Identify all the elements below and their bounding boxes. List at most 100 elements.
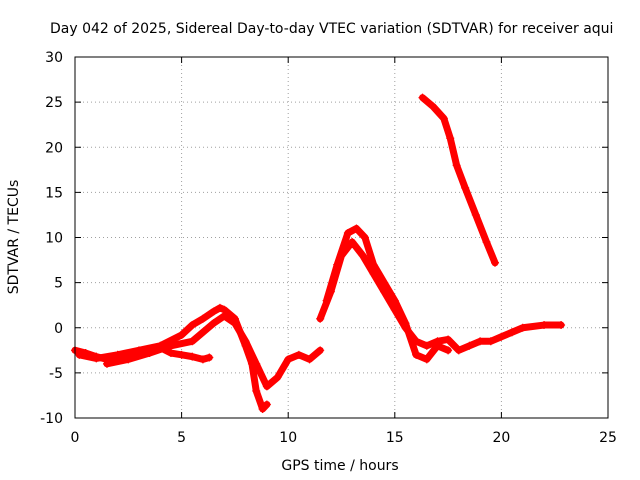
series-trace <box>323 224 452 363</box>
series-trace <box>103 312 324 390</box>
series-sat-E <box>322 224 453 364</box>
data-point <box>412 350 421 359</box>
x-axis-label: GPS time / hours <box>281 458 398 474</box>
data-point <box>444 346 453 355</box>
x-tick-label: 0 <box>71 430 80 446</box>
data-point <box>390 296 399 305</box>
data-point <box>166 341 175 350</box>
data-point <box>220 312 229 321</box>
x-tick-label: 15 <box>386 430 404 446</box>
data-point <box>491 258 500 267</box>
y-tick-label: 20 <box>45 140 63 156</box>
data-point <box>471 210 480 219</box>
grid-lines <box>75 57 608 418</box>
data-point <box>198 355 207 364</box>
data-point <box>454 346 463 355</box>
data-point <box>333 260 342 269</box>
series-sat-F <box>418 93 500 267</box>
data-point <box>230 319 239 328</box>
data-point <box>198 314 207 323</box>
series-sat-C <box>102 312 325 391</box>
data-point <box>252 386 261 395</box>
data-point <box>557 321 566 330</box>
data-point <box>177 350 186 359</box>
data-point <box>465 341 474 350</box>
chart-title: Day 042 of 2025, Sidereal Day-to-day VTE… <box>50 21 613 37</box>
axis-ticks: 0 5 10 15 20 25 -10 -5 0 5 10 15 20 25 30 <box>40 50 617 446</box>
data-point <box>380 278 389 287</box>
series-sat-D <box>316 238 566 355</box>
data-point <box>258 404 267 413</box>
data-point <box>461 183 470 192</box>
data-point <box>273 373 282 382</box>
data-point <box>262 382 271 391</box>
x-tick-label: 25 <box>599 430 617 446</box>
data-point <box>209 307 218 316</box>
data-point <box>540 321 549 330</box>
data-point <box>215 303 224 312</box>
data-point <box>305 355 314 364</box>
y-tick-label: 5 <box>54 276 63 292</box>
data-point <box>262 400 271 409</box>
data-point <box>429 102 438 111</box>
series-trace <box>419 94 499 267</box>
data-point <box>316 346 325 355</box>
data-point <box>352 224 361 233</box>
data-point <box>124 355 133 364</box>
data-point <box>284 355 293 364</box>
data-point <box>497 332 506 341</box>
data-point <box>252 359 261 368</box>
data-point <box>322 296 331 305</box>
y-tick-label: 30 <box>45 50 63 66</box>
data-point <box>294 350 303 359</box>
data-point <box>75 350 84 359</box>
data-point <box>92 354 101 363</box>
data-point <box>482 238 491 247</box>
data-point <box>518 323 527 332</box>
series-trace <box>316 238 565 354</box>
data-points <box>71 93 566 413</box>
data-point <box>476 337 485 346</box>
data-point <box>113 350 122 359</box>
data-point <box>188 352 197 361</box>
data-point <box>348 238 357 247</box>
y-tick-label: 15 <box>45 185 63 201</box>
data-point <box>188 337 197 346</box>
plot-border <box>74 56 609 419</box>
data-point <box>486 337 495 346</box>
data-point <box>452 161 461 170</box>
data-point <box>102 359 111 368</box>
data-point <box>188 321 197 330</box>
data-point <box>209 319 218 328</box>
y-tick-label: -5 <box>49 366 63 382</box>
y-tick-label: 0 <box>54 321 63 337</box>
data-point <box>241 337 250 346</box>
data-point <box>418 93 427 102</box>
data-point <box>444 335 453 344</box>
y-tick-label: 25 <box>45 95 63 111</box>
data-point <box>205 353 214 362</box>
data-point <box>439 114 448 123</box>
y-axis-label: SDTVAR / TECUs <box>6 180 22 295</box>
data-point <box>369 260 378 269</box>
data-point <box>422 341 431 350</box>
data-point <box>343 228 352 237</box>
y-tick-label: -10 <box>40 411 63 427</box>
x-tick-label: 5 <box>177 430 186 446</box>
data-point <box>358 251 367 260</box>
y-tick-label: 10 <box>45 231 63 247</box>
data-point <box>145 349 154 358</box>
data-point <box>508 328 517 337</box>
data-point <box>316 314 325 323</box>
data-point <box>446 134 455 143</box>
data-point <box>166 349 175 358</box>
x-tick-label: 20 <box>492 430 510 446</box>
data-point <box>401 319 410 328</box>
x-tick-label: 10 <box>279 430 297 446</box>
data-point <box>433 341 442 350</box>
data-point <box>177 330 186 339</box>
data-point <box>422 355 431 364</box>
data-point <box>360 233 369 242</box>
series-sat-B <box>75 303 271 413</box>
